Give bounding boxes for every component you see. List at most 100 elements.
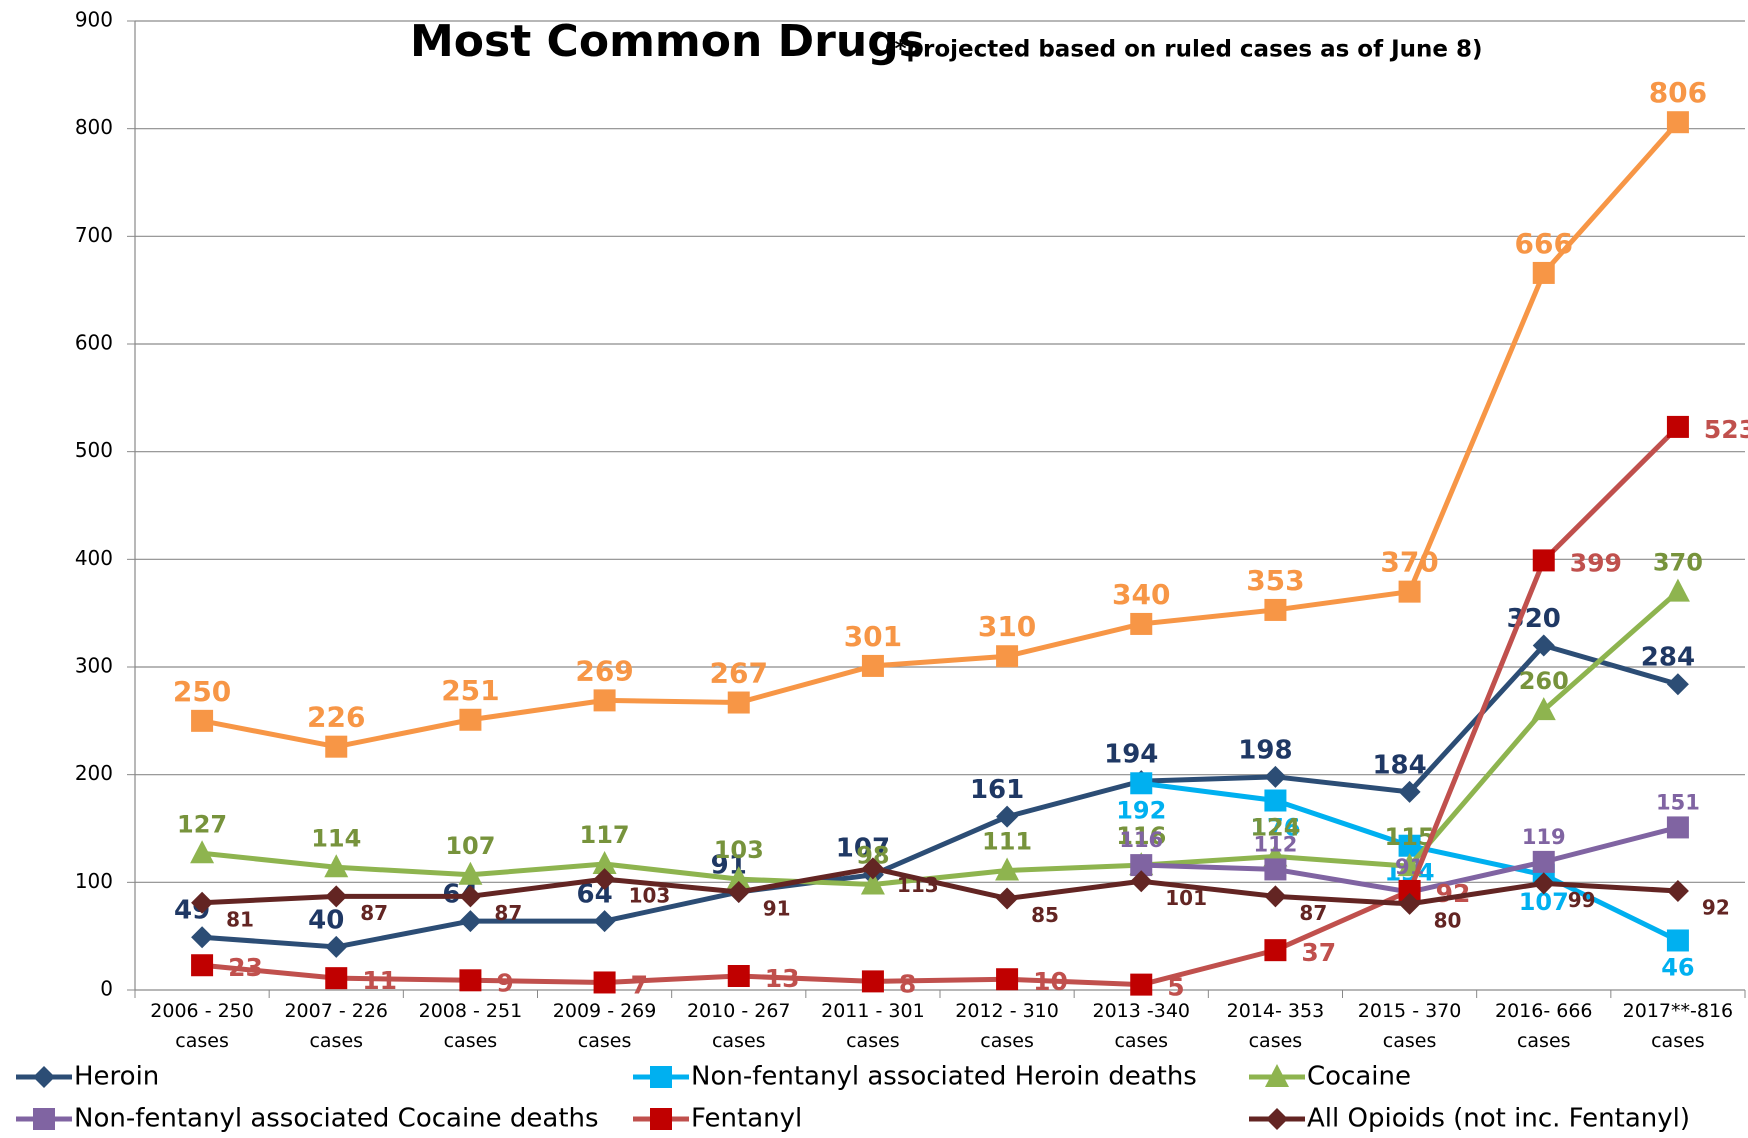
marker	[593, 971, 616, 994]
legend-item: Non-fentanyl associated Heroin deaths	[633, 1062, 1197, 1092]
data-label: 267	[710, 657, 768, 690]
data-label: 5	[1167, 973, 1184, 1002]
marker	[861, 970, 884, 993]
marker	[325, 967, 348, 990]
marker	[459, 708, 482, 731]
marker	[1665, 578, 1690, 602]
data-label: 107	[445, 832, 495, 860]
data-label: 124	[1250, 813, 1300, 841]
data-label: 250	[173, 675, 231, 708]
marker	[1666, 929, 1689, 952]
data-label: 113	[897, 873, 939, 897]
data-label: 9	[496, 968, 513, 997]
data-label: 8	[899, 969, 916, 998]
x-tick-label: 2012 - 310 cases	[955, 1000, 1059, 1052]
data-label: 87	[1299, 901, 1327, 925]
marker	[996, 887, 1019, 910]
marker	[1531, 697, 1556, 721]
marker	[1666, 111, 1689, 134]
y-tick-label: 500	[75, 438, 113, 462]
x-tick-label: 2006 - 250 cases	[150, 1000, 254, 1052]
marker	[324, 854, 349, 878]
x-tick-label: 2013 -340 cases	[1092, 1000, 1190, 1052]
data-label: 806	[1649, 76, 1707, 109]
marker	[33, 1108, 55, 1130]
data-label: 119	[1522, 825, 1566, 849]
data-label: 80	[1434, 908, 1462, 932]
data-label: 251	[441, 674, 499, 707]
marker	[1666, 879, 1689, 902]
chart-title: Most Common Drugs	[410, 16, 925, 67]
data-label: 91	[763, 897, 791, 921]
marker	[1532, 261, 1555, 284]
marker	[325, 885, 348, 908]
data-label: 301	[844, 620, 902, 653]
marker	[726, 866, 751, 890]
data-label: 260	[1519, 667, 1569, 695]
legend-item: Non-fentanyl associated Cocaine deaths	[16, 1104, 599, 1134]
marker	[191, 954, 214, 977]
marker	[593, 868, 616, 891]
y-tick-label: 100	[75, 869, 113, 893]
data-label: 666	[1515, 227, 1573, 260]
legend-label: Cocaine	[1307, 1062, 1411, 1092]
data-label: 107	[836, 833, 890, 863]
marker	[1266, 1108, 1288, 1130]
marker	[1264, 939, 1287, 962]
marker	[1264, 765, 1287, 788]
data-label: 99	[1568, 888, 1596, 912]
marker	[1264, 885, 1287, 908]
marker	[1666, 673, 1689, 696]
marker	[1130, 870, 1153, 893]
data-label: 10	[1033, 967, 1068, 996]
y-tick-label: 800	[75, 115, 113, 139]
marker	[191, 926, 214, 949]
x-tick-label: 2016- 666 cases	[1494, 1000, 1593, 1052]
data-label: 399	[1570, 548, 1622, 577]
marker	[996, 645, 1019, 668]
data-label: 87	[494, 901, 522, 925]
data-label: 161	[970, 775, 1024, 805]
marker	[1130, 973, 1153, 996]
marker	[1532, 850, 1555, 873]
marker	[459, 910, 482, 933]
series-line	[201, 642, 1679, 950]
series-line	[201, 425, 1680, 988]
marker	[459, 885, 482, 908]
data-label: 101	[1165, 886, 1207, 910]
marker	[458, 861, 483, 885]
x-tick-label: 2017**-816 cases	[1622, 1000, 1734, 1052]
marker	[727, 881, 750, 904]
data-label: 40	[308, 905, 344, 935]
marker	[191, 709, 214, 732]
data-label: 11	[362, 966, 397, 995]
data-label: 117	[580, 821, 630, 849]
marker	[861, 654, 884, 677]
data-label: 7	[631, 970, 648, 999]
data-label: 37	[1301, 938, 1336, 967]
data-label: 284	[1641, 643, 1695, 673]
marker	[1264, 598, 1287, 621]
marker	[1398, 892, 1421, 915]
marker	[1398, 780, 1421, 803]
legend-item: All Opioids (not inc. Fentanyl)	[1249, 1104, 1690, 1134]
marker	[727, 965, 750, 988]
marker	[1666, 816, 1689, 839]
marker	[650, 1066, 672, 1088]
y-tick-label: 700	[75, 223, 113, 247]
data-label: 111	[982, 827, 1032, 855]
marker	[1532, 634, 1555, 657]
data-label: 370	[1380, 546, 1438, 579]
data-label: 112	[1253, 832, 1297, 856]
y-tick-label: 600	[75, 331, 113, 355]
data-label: 23	[228, 953, 263, 982]
data-label: 340	[1112, 578, 1170, 611]
marker	[1130, 854, 1153, 877]
marker	[1398, 580, 1421, 603]
marker	[33, 1066, 55, 1088]
series: 81 87 87 103 91 113 85 101 87 80 99 92	[191, 857, 1730, 932]
chart-subtitle: (*projected based on ruled cases as of J…	[884, 37, 1483, 63]
